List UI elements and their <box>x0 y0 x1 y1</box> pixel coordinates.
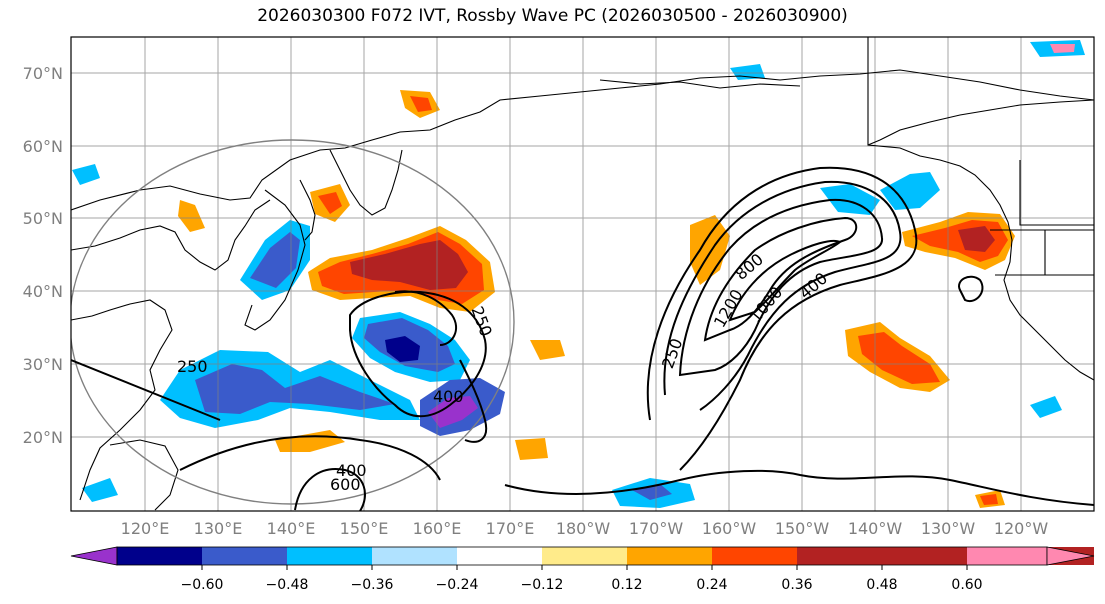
colorbar-extend-high-tip <box>1046 546 1095 566</box>
longitude-labels: 120°E 130°E 140°E 150°E 160°E 170°E 180°… <box>121 519 1049 538</box>
positive-anomaly-patch <box>318 192 342 214</box>
lon-label: 170°E <box>486 519 535 538</box>
colorbar-extend-low <box>70 546 118 566</box>
colorbar-ticks <box>201 565 968 570</box>
colorbar-segment <box>882 547 967 565</box>
negative-anomaly-patch <box>72 164 100 185</box>
colorbar-tick-label: −0.24 <box>436 577 479 593</box>
negative-anomaly-core <box>385 336 420 362</box>
positive-anomaly-patch <box>530 340 565 360</box>
positive-anomaly-peak <box>350 240 468 290</box>
positive-anomaly-subtropics-core <box>858 332 940 384</box>
graticule <box>71 37 1094 511</box>
negative-anomaly-patch <box>82 478 118 502</box>
positive-anomaly-patch <box>515 438 548 460</box>
colorbar-tick-label: 0.60 <box>951 577 982 593</box>
shaded-anomalies <box>72 40 1085 508</box>
coastlines <box>71 37 1094 511</box>
colorbar-segment <box>117 547 202 565</box>
colorbar-segment <box>627 547 712 565</box>
negative-anomaly-south-core <box>428 396 478 428</box>
negative-anomaly-patch <box>1030 396 1062 418</box>
lon-label: 120°W <box>994 519 1049 538</box>
ivt-contours <box>71 166 1094 511</box>
lon-label: 140°E <box>267 519 316 538</box>
lon-label: 160°E <box>413 519 462 538</box>
positive-anomaly-coast-peak <box>958 226 995 252</box>
colorbar-segment <box>457 547 542 565</box>
rossby-region-circle <box>71 139 515 505</box>
contour-label: 400 <box>336 461 367 480</box>
positive-anomaly-patch <box>410 96 432 112</box>
colorbar-segment <box>797 547 882 565</box>
negative-anomaly-patch <box>1050 44 1075 53</box>
contour-label: 600 <box>330 475 361 494</box>
colorbar-segment <box>542 547 627 565</box>
negative-anomaly-west-core <box>195 364 395 414</box>
lon-label: 130°W <box>921 519 976 538</box>
lat-label: 70°N <box>23 64 63 83</box>
colorbar-tick-label: −0.12 <box>521 577 564 593</box>
lat-label: 50°N <box>23 209 63 228</box>
latitude-labels: 70°N 60°N 50°N 40°N 30°N 20°N <box>23 64 63 447</box>
colorbar-tick-label: 0.48 <box>866 577 897 593</box>
lon-label: 150°W <box>775 519 830 538</box>
colorbar-tick-label: −0.48 <box>266 577 309 593</box>
lon-label: 130°E <box>194 519 243 538</box>
map-panel: 250 250 250 400 400 400 600 800 1000 120… <box>71 37 1094 511</box>
colorbar-tick-label: −0.60 <box>181 577 224 593</box>
map-frame <box>70 36 1095 512</box>
colorbar-tick-label: −0.36 <box>351 577 394 593</box>
positive-anomaly-patch <box>980 494 998 505</box>
map-title: 2026030300 F072 IVT, Rossby Wave PC (202… <box>257 6 848 26</box>
colorbar-tick-label: 0.24 <box>696 577 727 593</box>
lat-label: 60°N <box>23 137 63 156</box>
colorbar-segment <box>372 547 457 565</box>
contour-label: 250 <box>177 357 208 376</box>
lon-label: 150°E <box>340 519 389 538</box>
positive-anomaly-patch <box>275 430 345 452</box>
colorbar-tick-label: 0.36 <box>781 577 812 593</box>
colorbar-tick-label: 0.12 <box>611 577 642 593</box>
lon-label: 140°W <box>848 519 903 538</box>
colorbar-segment <box>287 547 372 565</box>
lat-label: 40°N <box>23 282 63 301</box>
colorbar-segment <box>712 547 797 565</box>
lat-label: 20°N <box>23 428 63 447</box>
negative-anomaly-japan-core <box>250 232 300 288</box>
negative-anomaly-gulf <box>880 172 940 210</box>
colorbar-segment <box>967 547 1047 565</box>
positive-anomaly-patch <box>178 200 205 232</box>
colorbar: −0.60 −0.48 −0.36 −0.24 −0.12 0.12 0.24 … <box>70 546 1095 593</box>
lat-label: 30°N <box>23 355 63 374</box>
contour-label: 400 <box>433 387 464 406</box>
lon-label: 120°E <box>121 519 170 538</box>
lon-label: 160°W <box>702 519 757 538</box>
colorbar-tick-labels: −0.60 −0.48 −0.36 −0.24 −0.12 0.12 0.24 … <box>181 577 983 593</box>
colorbar-segment <box>202 547 287 565</box>
lon-label: 180°W <box>556 519 611 538</box>
lon-label: 170°W <box>629 519 684 538</box>
